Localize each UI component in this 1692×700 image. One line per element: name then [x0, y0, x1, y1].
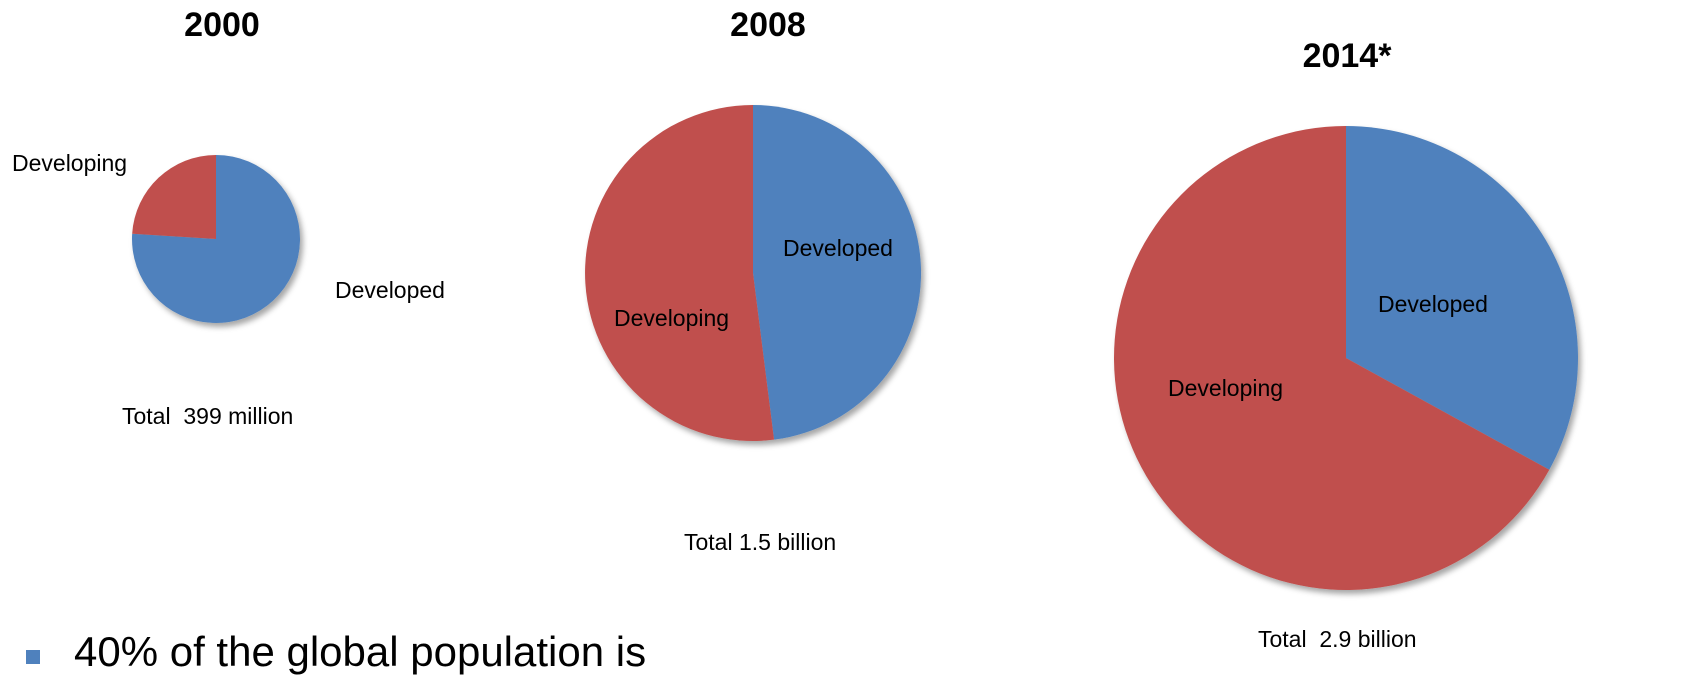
pie-slices: [132, 155, 301, 323]
slice-label-developing: Developing: [12, 150, 127, 176]
chart-total-label: Total 2.9 billion: [1258, 626, 1417, 652]
slice-label-developing: Developing: [614, 305, 729, 331]
pie-chart-2014: 2014* Developed Developing Total 2.9 bil…: [1113, 37, 1578, 652]
pie-slice-developed: [753, 104, 922, 440]
slice-label-developed: Developed: [1378, 291, 1488, 317]
pie-chart-2008: 2008 Developed Developing Total 1.5 bill…: [585, 6, 922, 555]
bullet-marker: [26, 650, 40, 664]
slice-label-developed: Developed: [783, 235, 893, 261]
slice-label-developed: Developed: [335, 277, 445, 303]
bullet-text: 40% of the global population is: [74, 628, 647, 675]
chart-total-label: Total 399 million: [122, 403, 293, 429]
slice-label-developing: Developing: [1168, 375, 1283, 401]
pie-slice-developed: [1346, 126, 1578, 470]
chart-title: 2000: [184, 6, 260, 44]
chart-title: 2008: [730, 6, 806, 44]
chart-total-label: Total 1.5 billion: [684, 529, 836, 555]
chart-title: 2014*: [1303, 37, 1393, 75]
pie-slice-developing: [585, 105, 775, 441]
pie-slices: [585, 104, 922, 441]
pie-slice-developing: [132, 155, 216, 239]
pie-slices: [1113, 126, 1578, 591]
pie-slice-developed: [132, 155, 301, 323]
pie-chart-2000: 2000 Developing Developed Total 399 mill…: [12, 6, 445, 429]
pie-slice-developing: [1113, 126, 1550, 591]
